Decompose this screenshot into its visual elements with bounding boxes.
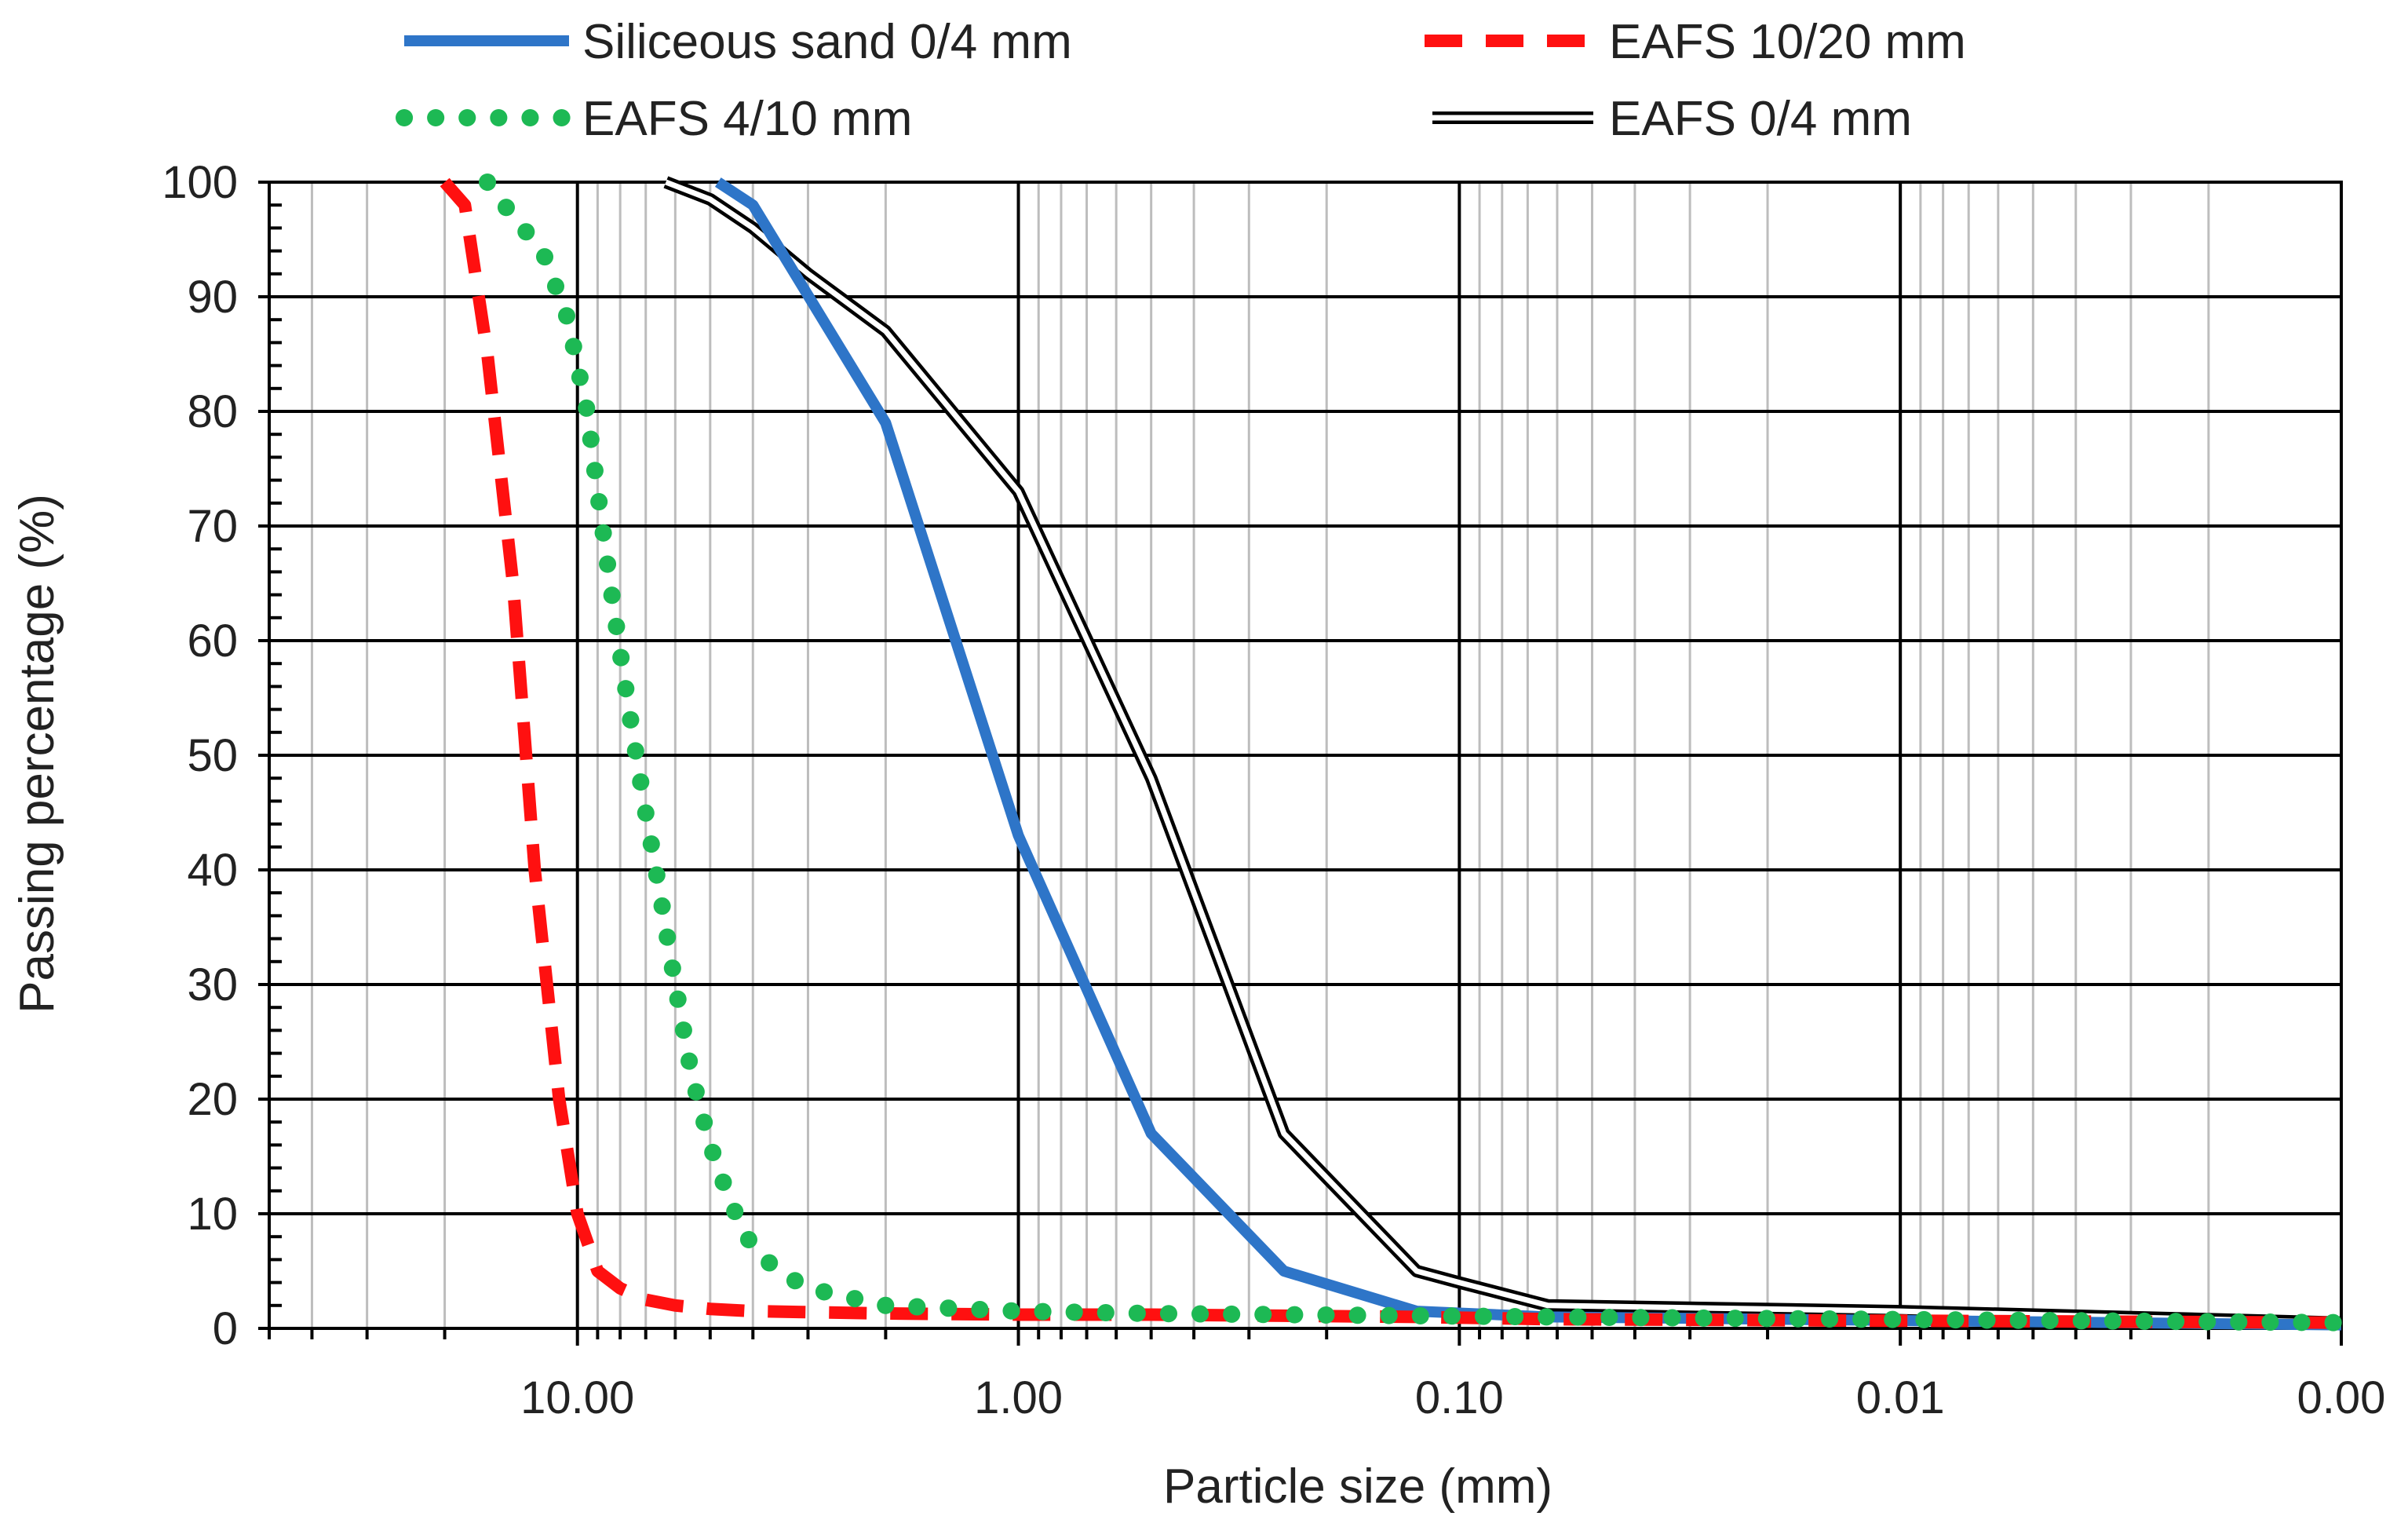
y-tick-label: 10 — [187, 1189, 238, 1240]
y-tick-label: 30 — [187, 959, 238, 1010]
legend-label: EAFS 4/10 mm — [582, 92, 912, 146]
series-line-siliceous-sand-0-4-mm — [714, 177, 2342, 1331]
x-tick-label: 10.00 — [520, 1372, 634, 1423]
y-tick-label: 80 — [187, 386, 238, 437]
y-tick-label: 60 — [187, 616, 238, 667]
series-line-eafs-0-4-mm-inner — [665, 179, 2342, 1326]
grid — [268, 181, 2343, 1330]
y-tick-label: 70 — [187, 501, 238, 552]
legend: Siliceous sand 0/4 mm EAFS 10/20 mm EAFS 4… — [396, 15, 1966, 146]
series-lines — [440, 174, 2350, 1332]
series-line-eafs-10-20-mm — [440, 177, 2342, 1329]
x-tick-label: 0.10 — [1415, 1372, 1504, 1423]
legend-item-eafs-4-10-mm: EAFS 4/10 mm — [396, 92, 912, 146]
y-tick-label: 40 — [187, 845, 238, 896]
y-tick-label: 50 — [187, 730, 238, 781]
x-tick-label: 0.00 — [2297, 1372, 2386, 1423]
legend-item-eafs-10-20-mm: EAFS 10/20 mm — [1425, 15, 1966, 69]
legend-label: EAFS 0/4 mm — [1609, 92, 1912, 146]
y-tick-label: 90 — [187, 272, 238, 323]
legend-item-eafs-0-4-mm: EAFS 0/4 mm — [1432, 92, 1912, 146]
legend-label: EAFS 10/20 mm — [1609, 15, 1966, 69]
series-line-eafs-4-10-mm — [479, 174, 2350, 1332]
x-axis-title: Particle size (mm) — [1163, 1459, 1552, 1514]
axes: 0 10 20 30 40 50 60 70 80 90 100 10.00 1.00 0.10 0.01 0… — [162, 157, 2385, 1423]
legend-label: Siliceous sand 0/4 mm — [582, 15, 1072, 69]
y-tick-label: 100 — [162, 157, 238, 208]
y-axis-title: Passing percentage (%) — [10, 494, 64, 1014]
series-line-eafs-0-4-mm — [663, 176, 2342, 1329]
y-tick-label: 0 — [213, 1303, 238, 1354]
x-tick-label: 1.00 — [974, 1372, 1063, 1423]
x-tick-label: 0.01 — [1856, 1372, 1945, 1423]
y-tick-label: 20 — [187, 1074, 238, 1125]
legend-item-siliceous-sand-0-4-mm: Siliceous sand 0/4 mm — [404, 15, 1072, 69]
